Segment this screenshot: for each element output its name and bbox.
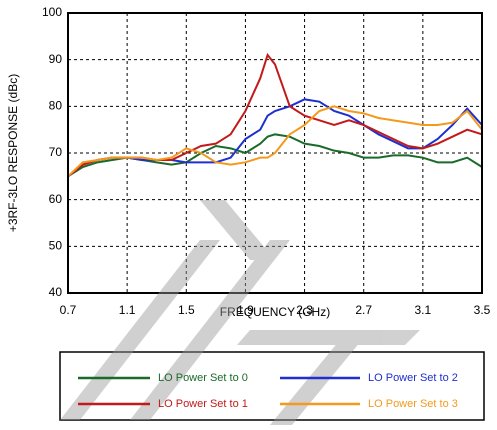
legend-label: LO Power Set to 2: [368, 372, 458, 384]
series-line: [67, 98, 483, 178]
x-tick-label: 0.7: [60, 303, 77, 317]
y-tick-label: 40: [49, 285, 63, 299]
series-line: [67, 133, 483, 178]
x-tick-label: 2.3: [296, 303, 313, 317]
x-tick-label: 1.1: [119, 303, 136, 317]
y-tick-label: 70: [49, 145, 63, 159]
legend-label: LO Power Set to 3: [368, 398, 458, 410]
y-axis-label: +3RF-3LO RESPONSE (dBc): [6, 74, 20, 232]
x-tick-label: 3.1: [415, 303, 432, 317]
y-tick-label: 90: [49, 52, 63, 66]
legend-box: [59, 351, 485, 421]
x-tick-label: 2.7: [355, 303, 372, 317]
y-tick-label: 60: [49, 192, 63, 206]
x-tick-label: 1.5: [178, 303, 195, 317]
legend-label: LO Power Set to 0: [158, 372, 248, 384]
x-tick-label: 3.5: [474, 303, 491, 317]
x-axis-label: FREQUENCY (GHz): [220, 305, 330, 319]
x-tick-label: 1.9: [237, 303, 254, 317]
plot: 40 50 60 70 80 90 100 0.7 1.1 1.5 1.9 2.3 2.7 3.1 3.5: [42, 5, 491, 317]
y-tick-label: 80: [49, 99, 63, 113]
y-tick-label: 50: [49, 239, 63, 253]
legend-label: LO Power Set to 1: [158, 398, 248, 410]
plot-frame: [67, 12, 483, 294]
series-line: [67, 105, 483, 178]
y-tick-label: 100: [42, 5, 62, 19]
